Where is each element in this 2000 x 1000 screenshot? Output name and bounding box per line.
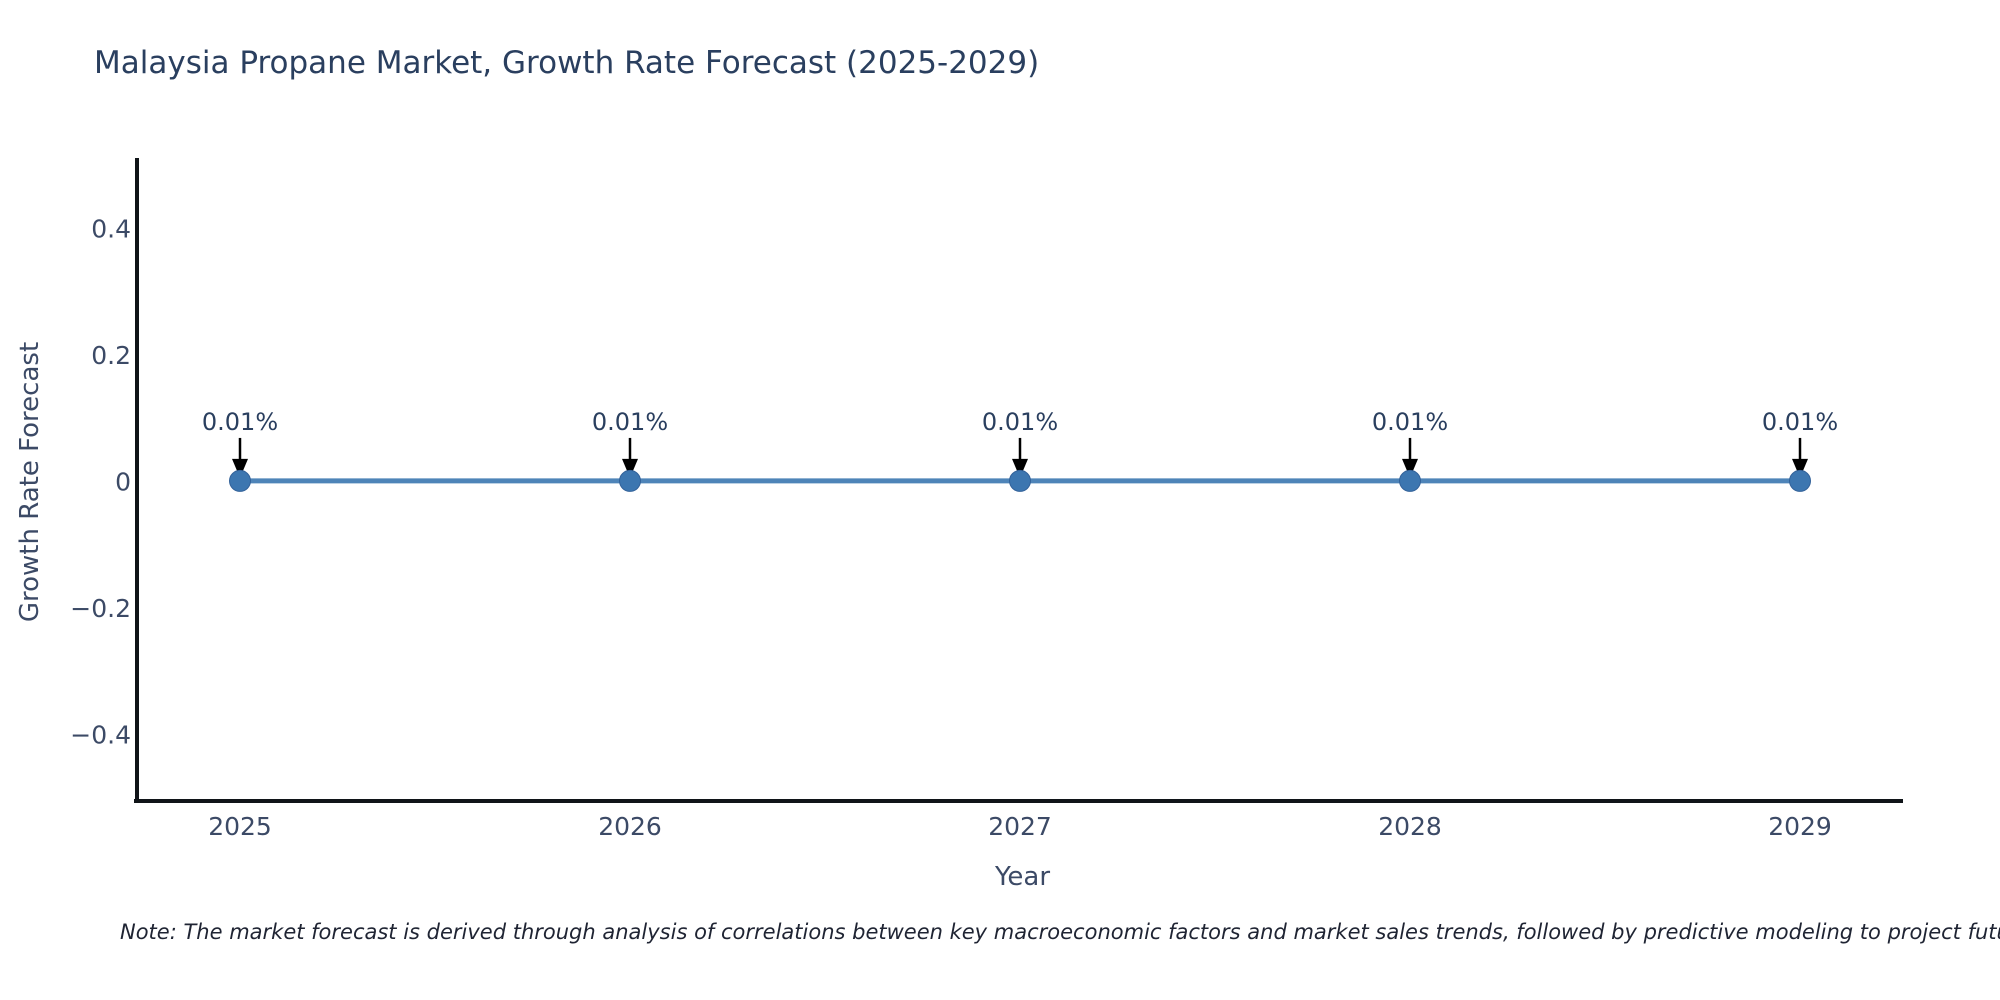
annotation-arrowhead-icon [1402, 458, 1418, 478]
y-tick-label: −0.4 [70, 721, 131, 750]
footnote: Note: The market forecast is derived thr… [120, 920, 2000, 944]
point-annotation-label: 0.01% [982, 408, 1058, 436]
data-point-2029[interactable] [1789, 469, 1811, 492]
y-tick-label: 0.2 [91, 341, 131, 370]
x-tick-label: 2029 [1768, 812, 1832, 841]
point-annotation-label: 0.01% [1762, 408, 1838, 436]
x-tick-label: 2026 [598, 812, 662, 841]
x-tick-label: 2025 [208, 812, 272, 841]
x-tick-label: 2027 [988, 812, 1052, 841]
annotation-arrowhead-icon [1012, 458, 1028, 478]
y-axis-title: Growth Rate Forecast [15, 341, 45, 623]
x-axis-title: Year [994, 862, 1051, 892]
x-tick-label: 2028 [1378, 812, 1442, 841]
annotation-arrowhead-icon [1792, 458, 1808, 478]
annotation-arrowhead-icon [622, 458, 638, 478]
chart-title: Malaysia Propane Market, Growth Rate For… [94, 45, 1040, 81]
point-annotation-label: 0.01% [1372, 408, 1448, 436]
y-tick-label: −0.2 [70, 594, 131, 623]
data-point-2026[interactable] [619, 469, 641, 492]
point-annotation-label: 0.01% [592, 408, 668, 436]
data-point-2025[interactable] [229, 469, 251, 492]
y-tick-label: 0 [115, 468, 131, 497]
point-annotation-label: 0.01% [202, 408, 278, 436]
annotation-arrowhead-icon [232, 458, 248, 478]
data-point-2028[interactable] [1399, 469, 1421, 492]
data-point-2027[interactable] [1009, 469, 1031, 492]
y-tick-label: 0.4 [91, 215, 131, 244]
